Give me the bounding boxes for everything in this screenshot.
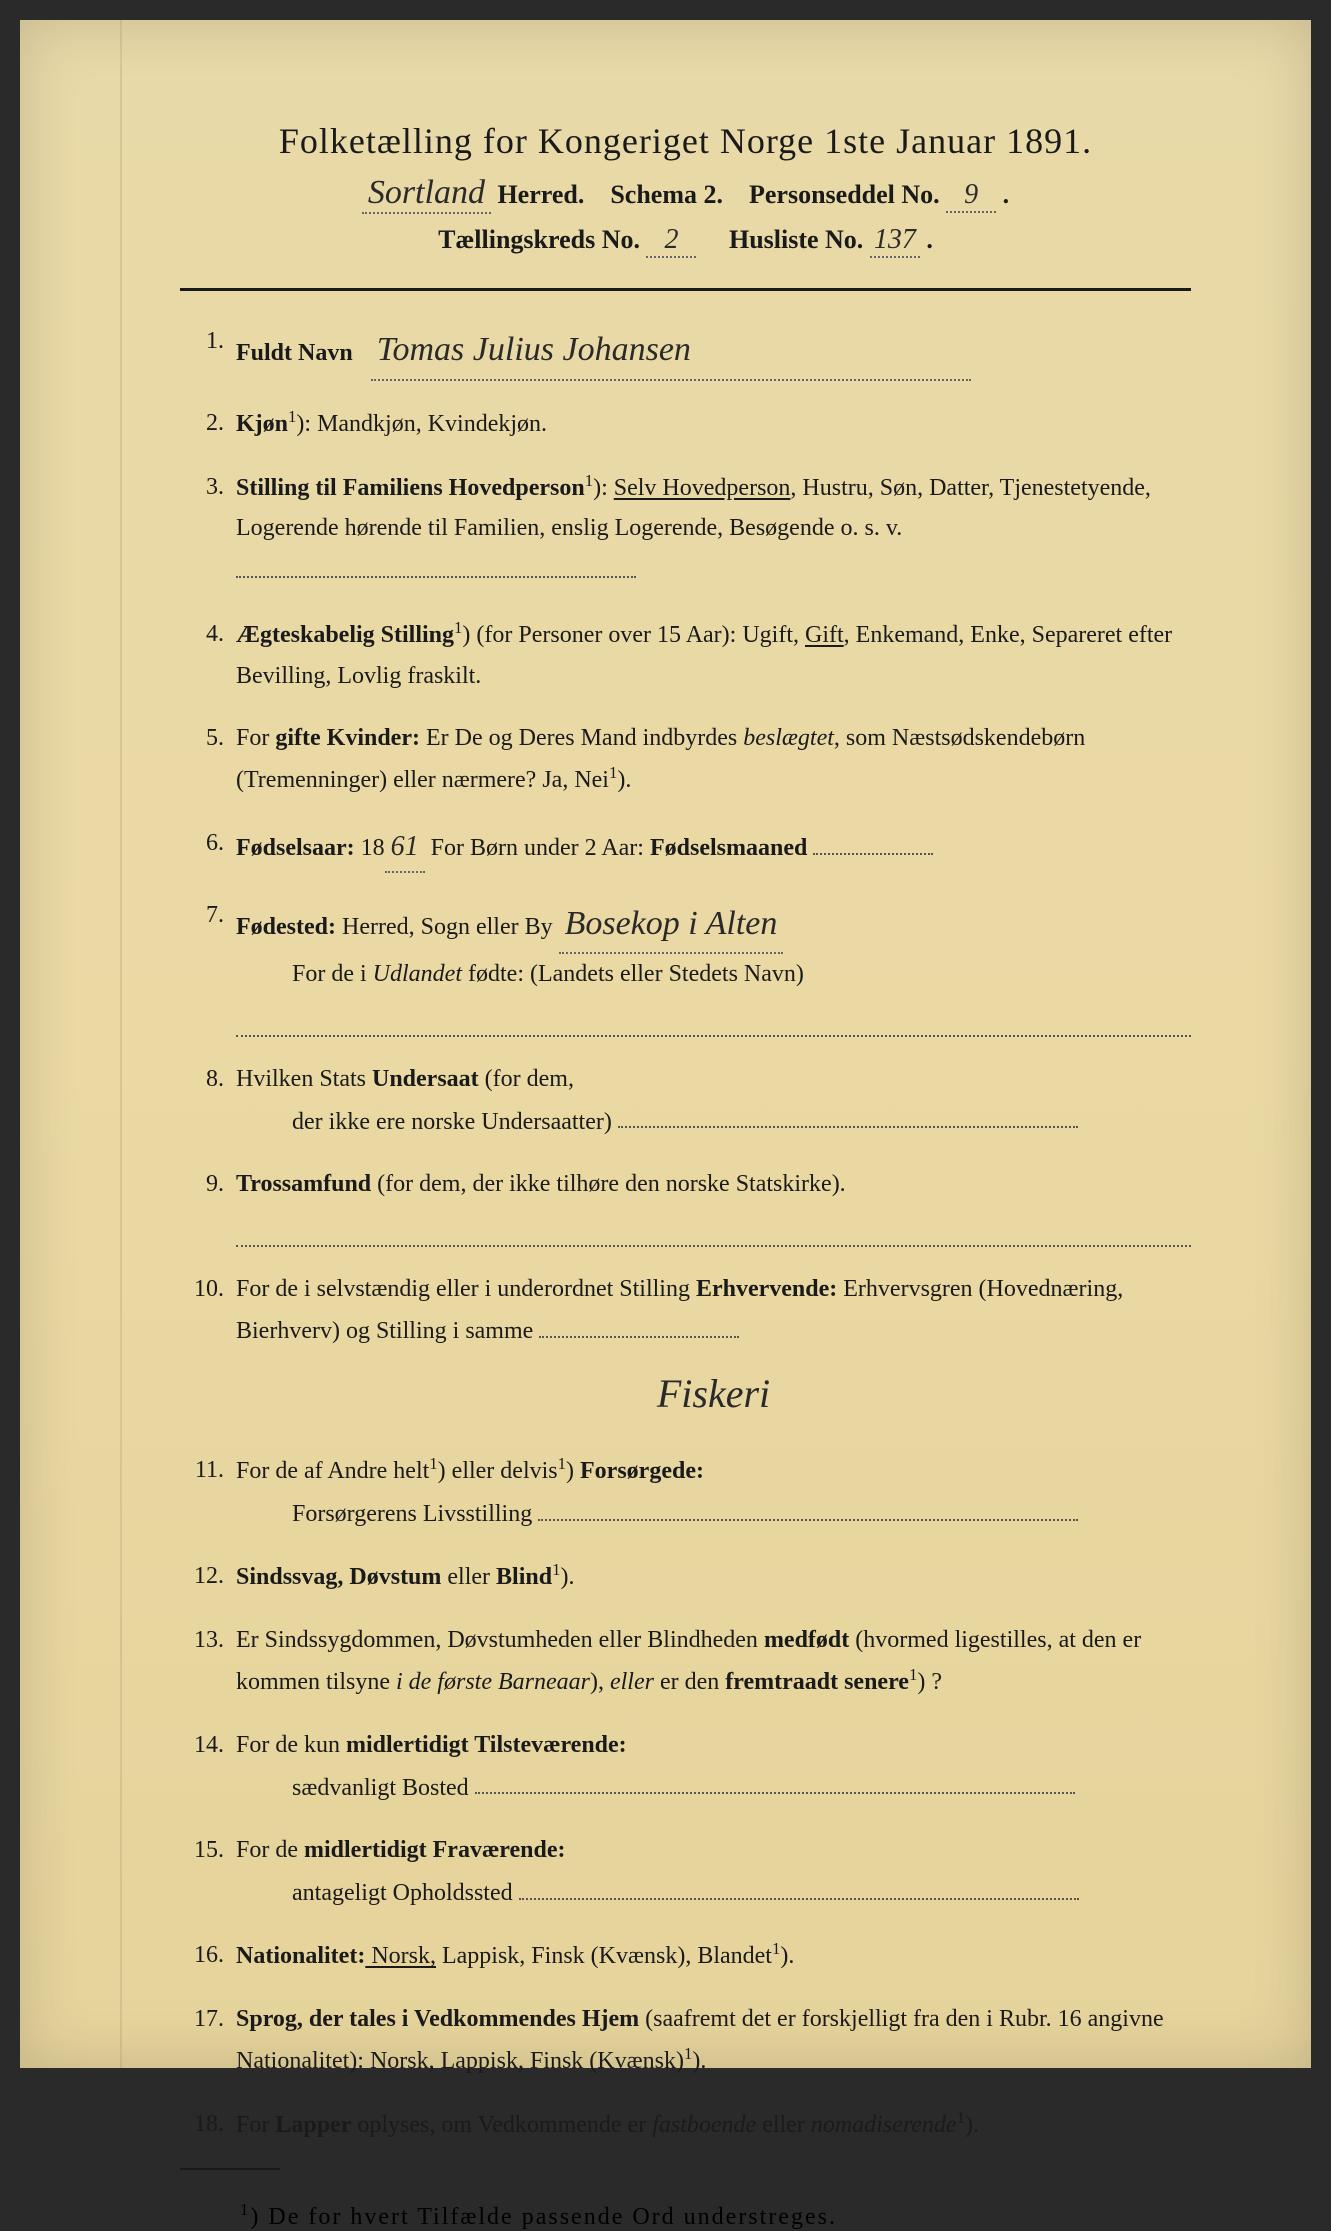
item-16: 16. Nationalitet: Norsk, Lappisk, Finsk … xyxy=(180,1935,1191,1977)
item-6: 6. Fødselsaar: 1861 For Børn under 2 Aar… xyxy=(180,823,1191,873)
item-11: 11. For de af Andre helt1) eller delvis1… xyxy=(180,1450,1191,1534)
erhverv-value: Fiskeri xyxy=(651,1360,776,1428)
item-15: 15. For de midlertidigt Fraværende: anta… xyxy=(180,1830,1191,1913)
census-form-page: Folketælling for Kongeriget Norge 1ste J… xyxy=(20,20,1311,2068)
husliste-no: 137 xyxy=(870,224,920,258)
header-divider xyxy=(180,288,1191,291)
main-title: Folketælling for Kongeriget Norge 1ste J… xyxy=(180,120,1191,162)
item-14: 14. For de kun midlertidigt Tilsteværend… xyxy=(180,1725,1191,1808)
fodselsaar-value: 61 xyxy=(385,823,425,873)
header-row-2: Tællingskreds No. 2 Husliste No. 137 . xyxy=(180,224,1191,258)
item-10: 10. For de i selvstændig eller i underor… xyxy=(180,1269,1191,1428)
item-8: 8. Hvilken Stats Undersaat (for dem, der… xyxy=(180,1059,1191,1142)
herred-label: Herred. xyxy=(497,180,584,209)
item-13: 13. Er Sindssygdommen, Døvstumheden elle… xyxy=(180,1620,1191,1703)
item-3: 3. Stilling til Familiens Hovedperson1):… xyxy=(180,467,1191,592)
item-17: 17. Sprog, der tales i Vedkommendes Hjem… xyxy=(180,1999,1191,2082)
fuldt-navn-value: Tomas Julius Johansen xyxy=(371,321,971,381)
form-items: 1. Fuldt Navn Tomas Julius Johansen 2. K… xyxy=(180,321,1191,2146)
husliste-label: Husliste No. xyxy=(729,225,863,254)
stilling-underlined: Selv Hovedperson xyxy=(614,475,791,501)
schema-label: Schema 2. xyxy=(610,180,723,209)
fodested-value: Bosekop i Alten xyxy=(559,895,784,955)
header-row-1: Sortland Herred. Schema 2. Personseddel … xyxy=(180,174,1191,214)
personseddel-label: Personseddel No. xyxy=(749,180,940,209)
personseddel-no: 9 xyxy=(946,179,996,213)
nationalitet-underlined: Norsk, xyxy=(365,1943,436,1969)
taellingskreds-label: Tællingskreds No. xyxy=(438,225,640,254)
form-header: Folketælling for Kongeriget Norge 1ste J… xyxy=(180,120,1191,258)
taellingskreds-no: 2 xyxy=(646,224,696,258)
item-1: 1. Fuldt Navn Tomas Julius Johansen xyxy=(180,321,1191,381)
item-2: 2. Kjøn1): Mandkjøn, Kvindekjøn. xyxy=(180,403,1191,445)
item-4: 4. Ægteskabelig Stilling1) (for Personer… xyxy=(180,614,1191,697)
item-7: 7. Fødested: Herred, Sogn eller By Bosek… xyxy=(180,895,1191,1037)
item-9: 9. Trossamfund (for dem, der ikke tilhør… xyxy=(180,1164,1191,1246)
footnote-rule xyxy=(180,2168,280,2170)
herred-value: Sortland xyxy=(362,174,491,214)
aegteskab-underlined: Gift xyxy=(805,622,844,648)
item-18: 18. For Lapper oplyses, om Vedkommende e… xyxy=(180,2104,1191,2146)
footnote: 1) De for hvert Tilfælde passende Ord un… xyxy=(180,2200,1191,2231)
item-12: 12. Sindssvag, Døvstum eller Blind1). xyxy=(180,1556,1191,1598)
item-5: 5. For gifte Kvinder: Er De og Deres Man… xyxy=(180,718,1191,801)
